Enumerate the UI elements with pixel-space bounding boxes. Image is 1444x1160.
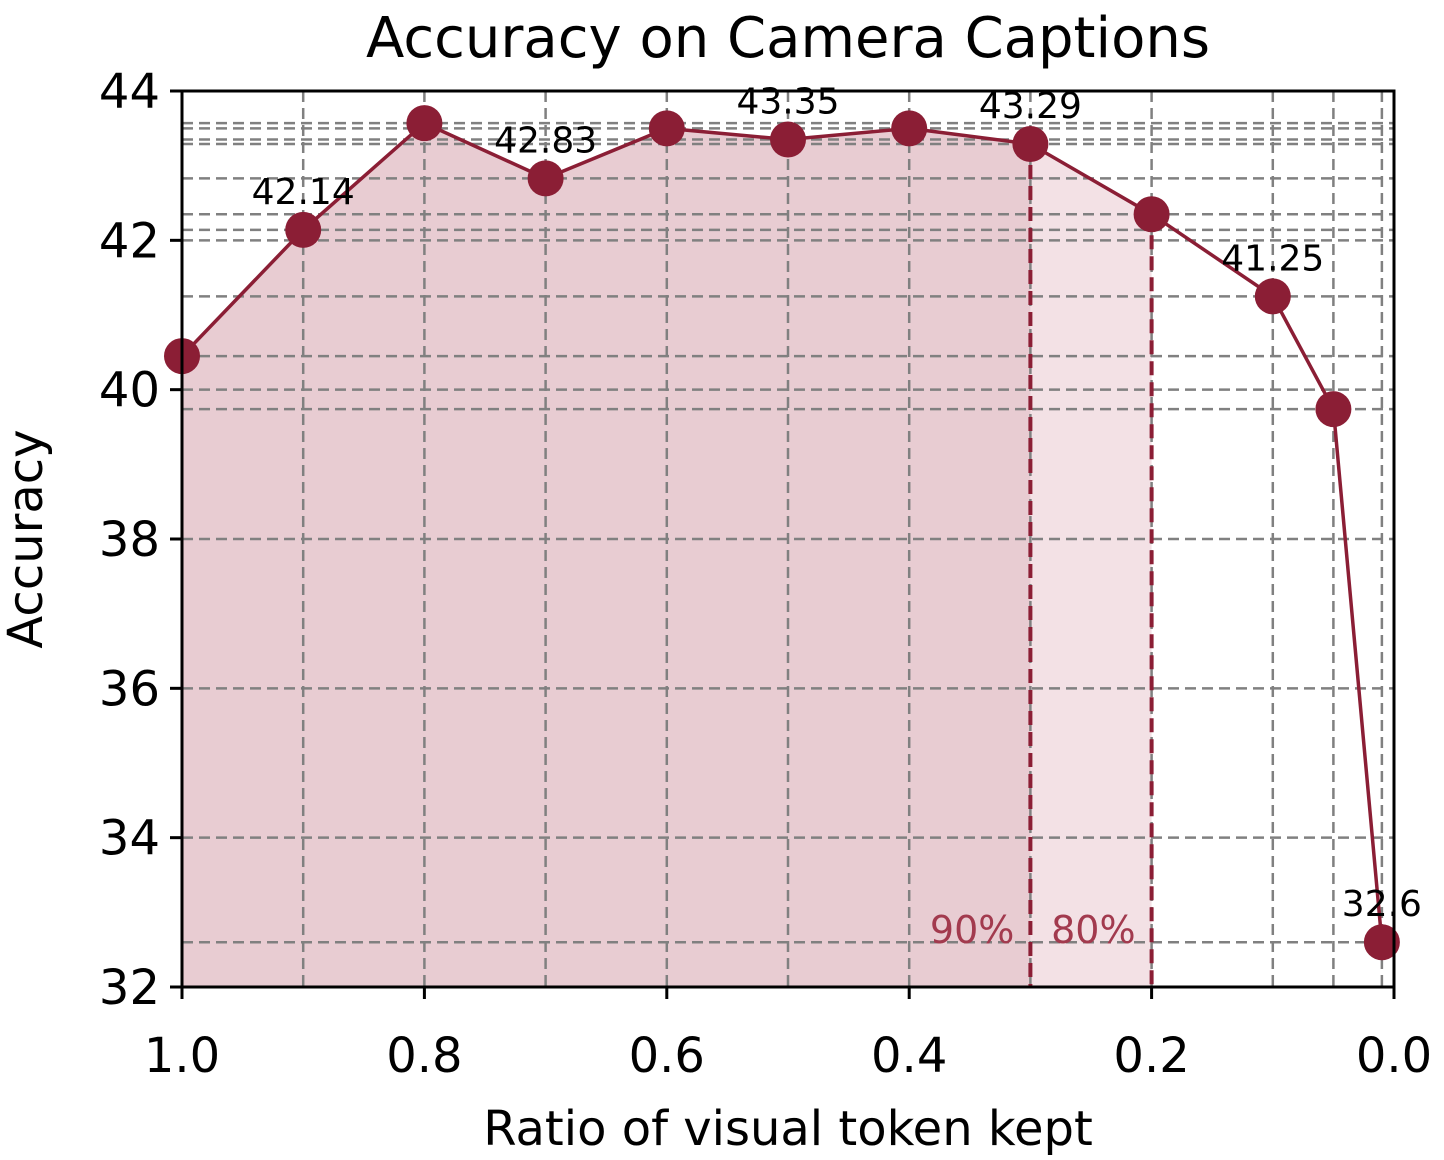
- x-tick-label: 0.0: [1356, 1028, 1432, 1084]
- x-ticks: 1.0 0.8 0.6 0.4 0.2 0.0: [144, 987, 1432, 1084]
- data-label: 43.29: [979, 86, 1082, 127]
- y-tick-label: 40: [99, 363, 160, 419]
- x-tick-label: 0.6: [629, 1028, 705, 1084]
- data-label: 42.83: [494, 120, 597, 161]
- data-label: 41.25: [1221, 238, 1324, 279]
- data-point: [285, 211, 322, 248]
- threshold-lines: 90% 80%: [930, 144, 1154, 987]
- x-tick-label: 0.4: [871, 1028, 947, 1084]
- threshold-label: 90%: [930, 908, 1014, 952]
- y-tick-label: 38: [99, 512, 160, 568]
- data-point: [406, 105, 443, 142]
- chart-title: Accuracy on Camera Captions: [366, 6, 1210, 71]
- y-tick-label: 44: [99, 64, 160, 120]
- data-point: [1133, 196, 1170, 233]
- data-point: [770, 121, 806, 158]
- x-tick-label: 0.8: [386, 1028, 462, 1084]
- y-tick-label: 36: [99, 661, 160, 717]
- data-label: 42.14: [252, 172, 355, 213]
- x-axis-label: Ratio of visual token kept: [483, 1101, 1093, 1157]
- data-point: [1315, 391, 1352, 428]
- data-point: [891, 110, 928, 147]
- data-point: [648, 110, 685, 147]
- data-label: 43.35: [736, 82, 839, 123]
- y-tick-label: 32: [99, 960, 160, 1016]
- y-tick-label: 42: [99, 213, 160, 269]
- x-tick-label: 1.0: [144, 1028, 220, 1084]
- series-group: [164, 105, 1400, 961]
- x-tick-label: 0.2: [1113, 1028, 1189, 1084]
- data-point: [1012, 126, 1049, 163]
- threshold-label: 80%: [1051, 908, 1135, 952]
- data-label: 32.6: [1342, 884, 1422, 925]
- data-labels: 42.14 42.83 43.35 43.29 41.25 32.6: [252, 82, 1422, 926]
- y-tick-label: 34: [99, 811, 160, 867]
- data-point: [1363, 924, 1400, 961]
- data-point: [527, 160, 564, 197]
- y-axis-label: Accuracy: [0, 429, 54, 648]
- y-ticks: 32 34 36 38 40 42 44: [99, 64, 182, 1016]
- series-line: [180, 121, 1384, 943]
- threshold-fill-2: [182, 123, 1031, 987]
- data-point: [1254, 278, 1291, 315]
